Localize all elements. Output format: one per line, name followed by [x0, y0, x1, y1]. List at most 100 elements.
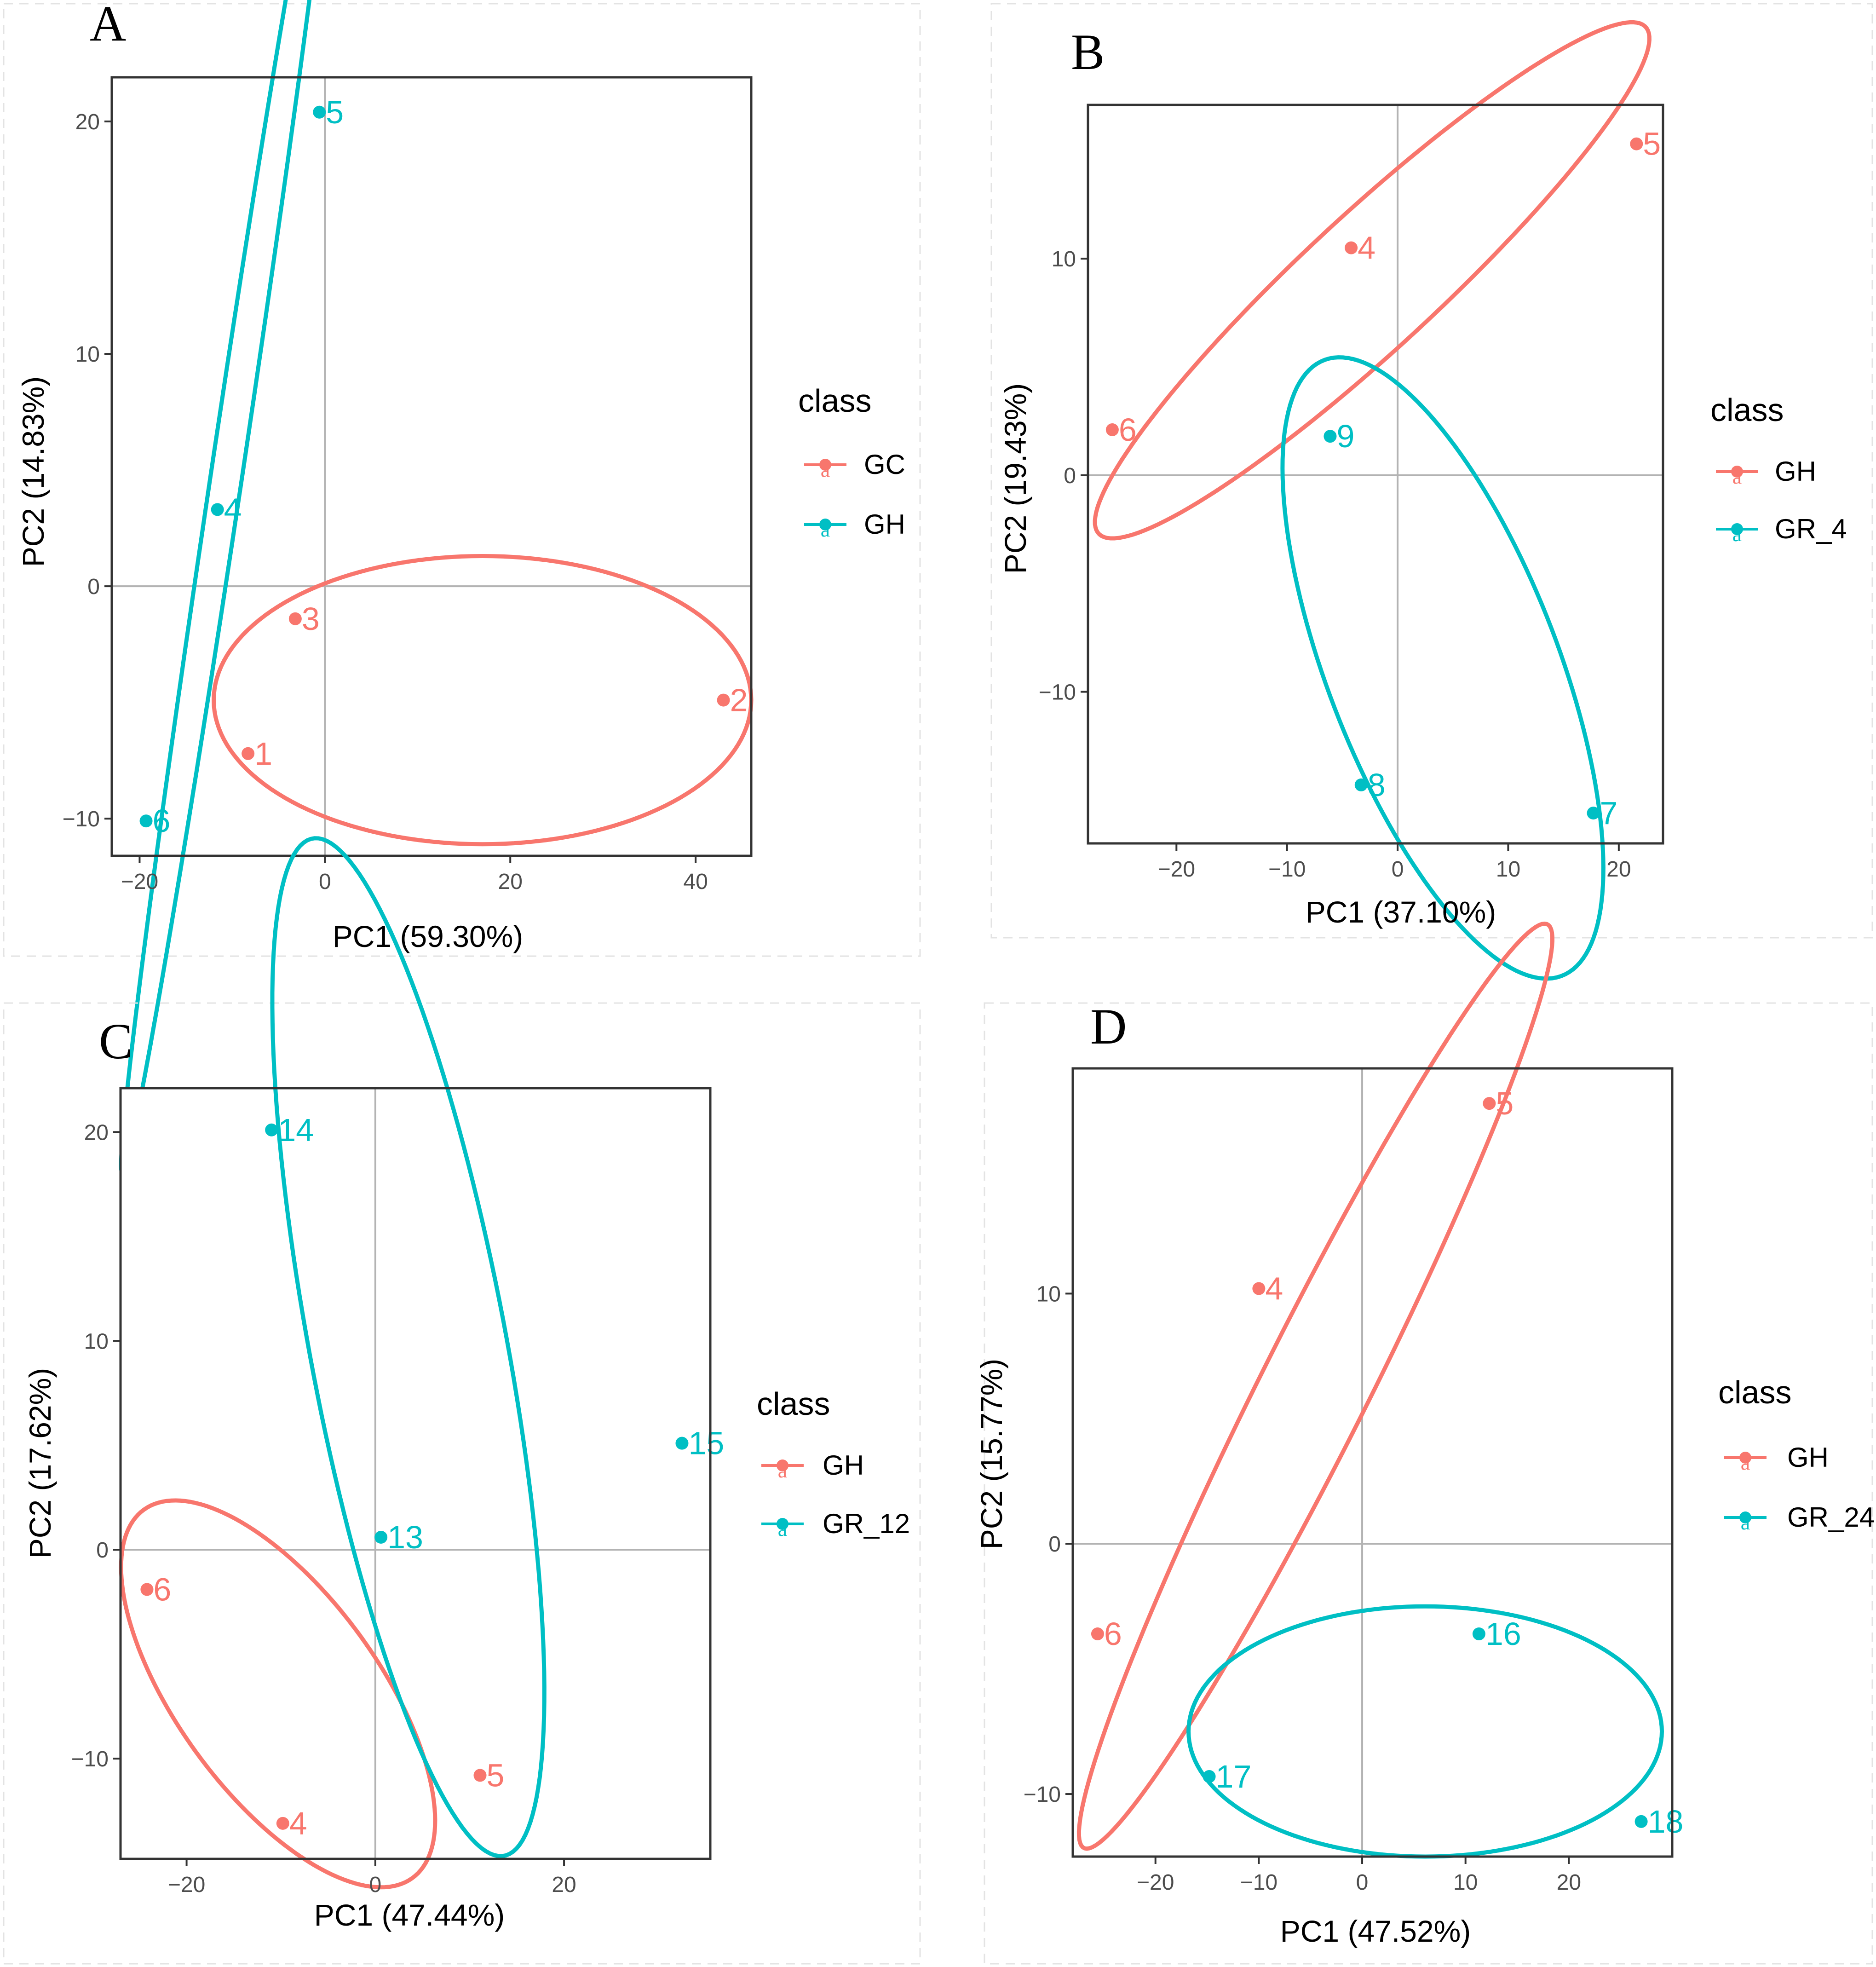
data-point-label: 13	[387, 1519, 423, 1555]
x-tick-label: 10	[1496, 857, 1520, 882]
data-point	[1324, 430, 1337, 443]
x-tick-label: 0	[319, 870, 331, 894]
data-point-label: 5	[1496, 1085, 1513, 1121]
y-axis-title: PC2 (15.77%)	[974, 1359, 1008, 1550]
legend-label: GR_12	[823, 1508, 910, 1539]
data-point	[1630, 137, 1643, 150]
legend-title: class	[757, 1386, 830, 1422]
x-tick-label: 20	[1606, 857, 1631, 882]
y-tick-label: 10	[1052, 247, 1076, 271]
data-point	[276, 1817, 289, 1830]
y-tick-label: −10	[63, 807, 100, 831]
legend-key-glyph: a	[778, 1459, 787, 1482]
legend-title: class	[1718, 1374, 1791, 1410]
x-tick-label: 40	[683, 870, 708, 894]
confidence-ellipse	[1093, 20, 1652, 541]
data-point-label: 1	[254, 736, 272, 772]
legend: class a GH a GR_4	[1710, 392, 1847, 546]
confidence-ellipse	[1076, 921, 1555, 1851]
data-point	[675, 1436, 689, 1450]
plot-background	[112, 77, 751, 856]
data-point	[265, 1123, 278, 1136]
legend-entry: a GC	[804, 449, 905, 481]
data-point	[1203, 1770, 1216, 1783]
legend-key-glyph: a	[1741, 1451, 1750, 1474]
data-point-label: 8	[1368, 767, 1386, 803]
data-point-label: 6	[153, 803, 171, 839]
data-point	[717, 693, 730, 707]
y-tick-label: 0	[87, 575, 100, 599]
legend-key-marker	[1731, 523, 1743, 535]
legend-key-marker	[777, 1459, 788, 1471]
x-tick-label: 0	[369, 1873, 381, 1897]
legend-label: GH	[864, 509, 905, 540]
data-point	[1483, 1097, 1496, 1110]
plot-border	[119, 1087, 712, 1860]
legend-label: GH	[823, 1450, 864, 1481]
x-tick-label: 20	[1557, 1870, 1581, 1895]
data-point-label: 5	[326, 94, 344, 130]
confidence-ellipse	[212, 554, 754, 847]
y-tick-label: 0	[1064, 464, 1076, 488]
legend-label: GH	[1775, 456, 1816, 487]
panel-a: A 3 2 1 5 4 6 −20 0 20 40 −10 0 10 20 PC1 (59.30%) PC…	[3, 0, 921, 1175]
legend-key-marker	[777, 1518, 788, 1530]
panel-c: C 6 5 4 14 15 13 −20 0 20 −10 0 10 20 PC1 (47.44%) P…	[3, 836, 921, 1965]
y-tick-label: 0	[1048, 1532, 1061, 1557]
legend: class a GH a GR_24	[1718, 1374, 1875, 1534]
panel-letter: A	[90, 0, 126, 52]
data-point	[211, 503, 224, 516]
legend-key-glyph: a	[1732, 522, 1742, 546]
data-point-label: 4	[289, 1805, 307, 1841]
legend-key-marker	[1739, 1452, 1751, 1464]
data-point	[1354, 778, 1368, 791]
y-tick-label: 0	[96, 1538, 109, 1563]
legend-key-marker	[819, 459, 831, 471]
y-tick-label: 20	[84, 1120, 109, 1145]
legend-entry: a GH	[1724, 1442, 1829, 1474]
data-point	[242, 747, 255, 760]
confidence-ellipse	[270, 836, 547, 1858]
panel-frame	[990, 3, 1873, 939]
legend-entry: a GH	[761, 1450, 864, 1482]
data-point-label: 15	[688, 1425, 724, 1461]
x-tick-label: 20	[498, 870, 523, 894]
panel-letter: D	[1090, 998, 1127, 1055]
x-tick-label: 20	[552, 1873, 576, 1897]
y-tick-label: −10	[1039, 681, 1076, 705]
data-point-label: 2	[730, 682, 748, 718]
legend-label: GC	[864, 449, 905, 480]
data-point	[288, 612, 302, 625]
x-tick-label: 0	[1356, 1870, 1369, 1895]
plot-border	[1071, 1067, 1674, 1858]
y-tick-label: 20	[75, 110, 100, 134]
y-tick-label: −10	[1024, 1782, 1061, 1807]
legend-key-glyph: a	[821, 458, 830, 481]
plot-area: 3 2 1 5 4 6 −20 0 20 40 −10 0 10 20	[63, 0, 754, 1175]
legend-key-glyph: a	[1732, 465, 1742, 488]
legend-entry: a GR_12	[761, 1508, 910, 1540]
legend-title: class	[798, 383, 871, 419]
data-point-label: 6	[1104, 1616, 1122, 1652]
x-tick-label: −20	[168, 1873, 205, 1897]
data-point-label: 14	[278, 1112, 314, 1148]
x-tick-label: −20	[121, 870, 158, 894]
panel-b: B 5 4 6 9 8 7 −20 −10 0 10 20 −10 0 10 PC1 (37.10%) P…	[990, 3, 1873, 981]
plot-border	[1087, 104, 1664, 845]
data-point-label: 5	[487, 1757, 505, 1793]
panel-frame	[3, 1002, 921, 1965]
x-axis-title: PC1 (37.10%)	[1306, 895, 1496, 929]
legend-key-glyph: a	[778, 1517, 787, 1540]
data-point-label: 17	[1216, 1759, 1252, 1794]
data-point	[1587, 807, 1600, 820]
panel-frame	[3, 3, 921, 957]
legend-key-marker	[1739, 1511, 1751, 1523]
plot-background	[1073, 1068, 1672, 1857]
data-point-label: 5	[1643, 126, 1661, 162]
panel-letter: B	[1071, 24, 1105, 80]
data-point-label: 6	[153, 1571, 171, 1607]
data-point	[1252, 1282, 1266, 1295]
plot-area: 5 4 6 9 8 7 −20 −10 0 10 20 −10 0 10	[1039, 20, 1664, 981]
panel-d: D 5 4 6 16 17 18 −20 −10 0 10 20 −10 0 10 PC1 (47.52%…	[974, 921, 1875, 1965]
